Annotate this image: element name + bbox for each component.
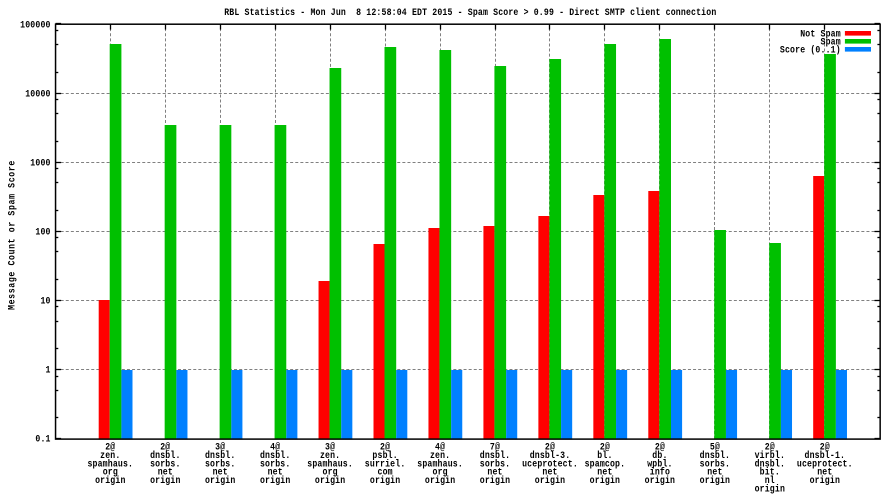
- svg-text:net: net: [707, 466, 722, 478]
- svg-text:dnsbl.: dnsbl.: [260, 449, 290, 461]
- svg-text:2@: 2@: [655, 441, 665, 453]
- svg-text:net: net: [542, 466, 557, 478]
- svg-text:origin: origin: [425, 474, 455, 486]
- svg-text:dnsbl-1.: dnsbl-1.: [804, 449, 845, 461]
- svg-text:zen.: zen.: [430, 449, 450, 461]
- svg-text:origin: origin: [260, 474, 290, 486]
- svg-text:virbl.: virbl.: [755, 449, 785, 461]
- svg-text:origin: origin: [755, 483, 785, 495]
- svg-text:0.1: 0.1: [35, 433, 51, 445]
- svg-text:origin: origin: [645, 474, 675, 486]
- svg-text:2@: 2@: [380, 441, 390, 453]
- svg-text:spamhaus.: spamhaus.: [87, 458, 133, 470]
- svg-text:uceprotect.: uceprotect.: [797, 458, 853, 470]
- svg-text:org: org: [322, 466, 337, 478]
- svg-text:2@: 2@: [105, 441, 115, 453]
- svg-text:com: com: [377, 466, 393, 478]
- svg-text:spamhaus.: spamhaus.: [417, 458, 463, 470]
- svg-text:bl.: bl.: [597, 449, 612, 461]
- svg-text:wpbl.: wpbl.: [647, 458, 672, 470]
- svg-text:origin: origin: [480, 474, 510, 486]
- svg-text:spamhaus.: spamhaus.: [307, 458, 353, 470]
- svg-text:4@: 4@: [270, 441, 280, 453]
- svg-text:bit.: bit.: [760, 466, 780, 478]
- svg-text:origin: origin: [590, 474, 620, 486]
- svg-text:db.: db.: [652, 449, 667, 461]
- svg-text:1: 1: [46, 364, 51, 376]
- svg-text:1000: 1000: [30, 157, 50, 169]
- svg-text:info: info: [650, 466, 671, 478]
- svg-text:zen.: zen.: [100, 449, 120, 461]
- svg-text:sorbs.: sorbs.: [150, 458, 180, 470]
- svg-text:100000: 100000: [20, 19, 50, 31]
- svg-text:origin: origin: [315, 474, 345, 486]
- svg-text:10: 10: [40, 295, 50, 307]
- svg-text:net: net: [158, 466, 173, 478]
- svg-text:3@: 3@: [325, 441, 335, 453]
- svg-text:origin: origin: [700, 474, 730, 486]
- svg-text:origin: origin: [95, 474, 125, 486]
- svg-text:Message Count or Spam Score: Message Count or Spam Score: [6, 160, 18, 310]
- svg-text:net: net: [817, 466, 832, 478]
- svg-text:dnsbl-3.: dnsbl-3.: [530, 449, 571, 461]
- svg-text:dnsbl.: dnsbl.: [205, 449, 235, 461]
- svg-text:2@: 2@: [545, 441, 555, 453]
- svg-text:origin: origin: [205, 474, 235, 486]
- svg-text:net: net: [213, 466, 228, 478]
- svg-text:Not Spam: Not Spam: [800, 28, 841, 40]
- svg-text:2@: 2@: [160, 441, 170, 453]
- svg-text:net: net: [487, 466, 502, 478]
- svg-text:4@: 4@: [435, 441, 445, 453]
- svg-text:net: net: [597, 466, 612, 478]
- svg-text:dnsbl.: dnsbl.: [150, 449, 180, 461]
- svg-text:org: org: [103, 466, 118, 478]
- svg-text:2@: 2@: [600, 441, 610, 453]
- svg-text:origin: origin: [150, 474, 180, 486]
- svg-text:dnsbl.: dnsbl.: [700, 449, 730, 461]
- svg-text:2@: 2@: [765, 441, 775, 453]
- svg-text:sorbs.: sorbs.: [480, 458, 510, 470]
- svg-text:RBL Statistics - Mon Jun 8 12: RBL Statistics - Mon Jun 8 12:58:04 EDT …: [224, 6, 716, 18]
- svg-text:100: 100: [35, 226, 50, 238]
- svg-text:nl: nl: [765, 474, 775, 486]
- svg-text:origin: origin: [810, 474, 840, 486]
- svg-text:7@: 7@: [490, 441, 500, 453]
- svg-text:org: org: [432, 466, 447, 478]
- svg-text:uceprotect.: uceprotect.: [522, 458, 578, 470]
- svg-text:Spam: Spam: [820, 36, 841, 48]
- svg-text:origin: origin: [535, 474, 565, 486]
- svg-text:origin: origin: [370, 474, 400, 486]
- svg-text:sorbs.: sorbs.: [205, 458, 235, 470]
- svg-text:sorbs.: sorbs.: [700, 458, 730, 470]
- svg-text:10000: 10000: [25, 88, 50, 100]
- svg-text:2@: 2@: [820, 441, 830, 453]
- svg-text:Score (0..1): Score (0..1): [780, 44, 841, 56]
- svg-text:zen.: zen.: [320, 449, 340, 461]
- svg-text:psbl.: psbl.: [372, 449, 397, 461]
- svg-text:sorbs.: sorbs.: [260, 458, 290, 470]
- svg-text:5@: 5@: [710, 441, 720, 453]
- svg-text:net: net: [268, 466, 283, 478]
- svg-text:3@: 3@: [215, 441, 225, 453]
- svg-text:dnsbl.: dnsbl.: [480, 449, 510, 461]
- svg-text:dnsbl.: dnsbl.: [755, 458, 785, 470]
- svg-text:spamcop.: spamcop.: [585, 458, 626, 470]
- svg-text:surriel.: surriel.: [365, 458, 406, 470]
